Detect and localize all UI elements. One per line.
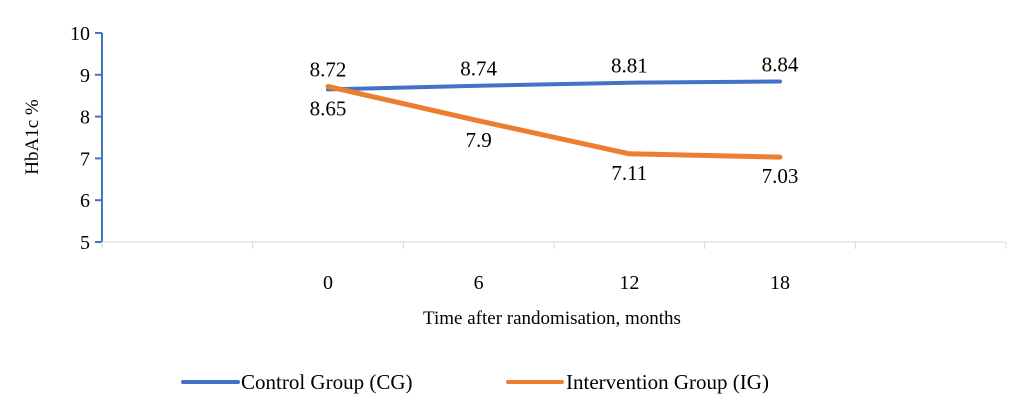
data-label-control: 8.74 [460, 57, 497, 81]
legend-label-intervention: Intervention Group (IG) [566, 370, 769, 394]
y-tick-label: 10 [70, 23, 90, 45]
series-layer [325, 79, 783, 160]
y-tick-label: 8 [80, 107, 90, 129]
legend: Control Group (CG) Intervention Group (I… [181, 370, 769, 394]
data-label-intervention: 7.9 [466, 128, 492, 152]
legend-item-intervention[interactable]: Intervention Group (IG) [506, 370, 769, 394]
legend-item-control[interactable]: Control Group (CG) [181, 370, 413, 394]
x-tick-label: 18 [770, 272, 790, 294]
series-line-intervention [325, 84, 783, 160]
y-tick-label: 6 [80, 190, 90, 212]
data-label-control: 8.65 [310, 96, 347, 120]
y-axis-title: HbA1c % [22, 99, 43, 175]
legend-label-control: Control Group (CG) [241, 370, 413, 394]
x-tick-label: 0 [323, 272, 333, 294]
y-tick-label: 7 [80, 148, 90, 170]
data-label-layer: 8.65 8.74 8.81 8.84 8.72 7.9 7.11 7.03 [310, 52, 799, 188]
data-label-intervention: 8.72 [310, 58, 347, 82]
x-axis: 0 6 12 18 [101, 241, 1007, 294]
data-label-intervention: 7.11 [611, 161, 647, 185]
data-label-control: 8.84 [762, 52, 799, 76]
data-label-control: 8.81 [611, 54, 648, 78]
x-tick-label: 6 [474, 272, 484, 294]
data-label-intervention: 7.03 [762, 164, 799, 188]
series-line-control [326, 79, 782, 92]
x-tick-label: 12 [619, 272, 639, 294]
y-axis: 5 6 7 8 9 10 [70, 23, 103, 254]
x-axis-title: Time after randomisation, months [423, 308, 681, 329]
y-tick-label: 5 [80, 232, 90, 254]
y-tick-label: 9 [80, 65, 90, 87]
